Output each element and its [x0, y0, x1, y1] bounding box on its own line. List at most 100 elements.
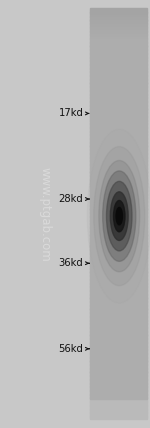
Text: 28kd: 28kd: [58, 194, 83, 204]
Bar: [90, 307, 147, 309]
Bar: [90, 138, 147, 140]
Bar: [90, 158, 147, 159]
Bar: [90, 363, 147, 365]
Bar: [90, 115, 147, 117]
Bar: [90, 105, 147, 107]
Bar: [90, 96, 147, 98]
Bar: [90, 267, 147, 269]
Bar: [90, 240, 147, 241]
Bar: [90, 18, 147, 20]
Bar: [90, 342, 147, 344]
Bar: [90, 163, 147, 165]
Bar: [90, 133, 147, 134]
Bar: [90, 175, 147, 177]
Bar: [90, 383, 147, 385]
Bar: [90, 390, 147, 392]
Bar: [90, 148, 147, 150]
Bar: [90, 385, 147, 386]
Bar: [90, 225, 147, 226]
Bar: [90, 286, 147, 288]
Bar: [90, 413, 147, 415]
Bar: [90, 60, 147, 62]
Bar: [90, 187, 147, 189]
Bar: [90, 140, 147, 141]
Bar: [90, 305, 147, 307]
Bar: [90, 418, 147, 419]
Bar: [90, 351, 147, 352]
Bar: [90, 232, 147, 233]
Bar: [90, 382, 147, 384]
Bar: [90, 268, 147, 270]
Bar: [90, 196, 147, 198]
Bar: [90, 226, 147, 228]
Bar: [90, 170, 147, 172]
Bar: [90, 57, 147, 59]
Text: 56kd: 56kd: [58, 344, 83, 354]
Bar: [90, 294, 147, 296]
Bar: [90, 372, 147, 374]
Bar: [90, 189, 147, 191]
Bar: [90, 249, 147, 251]
Bar: [90, 364, 147, 366]
Bar: [90, 367, 147, 369]
Bar: [90, 355, 147, 357]
Bar: [90, 330, 147, 332]
Bar: [90, 37, 147, 39]
Bar: [90, 70, 147, 71]
Bar: [90, 205, 147, 207]
Bar: [90, 72, 147, 74]
Bar: [90, 143, 147, 144]
Ellipse shape: [110, 192, 128, 241]
Bar: [90, 374, 147, 376]
Bar: [90, 380, 147, 383]
Bar: [90, 219, 147, 221]
Bar: [90, 90, 147, 92]
Bar: [90, 122, 147, 124]
Bar: [90, 274, 147, 276]
Bar: [90, 411, 147, 413]
Bar: [90, 227, 147, 229]
Bar: [90, 386, 147, 388]
Bar: [90, 322, 147, 324]
Bar: [90, 359, 147, 360]
Bar: [90, 81, 147, 83]
Bar: [90, 262, 147, 263]
Bar: [90, 30, 147, 32]
Bar: [90, 88, 147, 89]
Bar: [90, 104, 147, 106]
Bar: [90, 136, 147, 137]
Bar: [90, 337, 147, 339]
Bar: [90, 22, 147, 24]
Bar: [90, 209, 147, 211]
Bar: [90, 82, 147, 84]
Bar: [90, 309, 147, 311]
Bar: [90, 214, 147, 215]
Text: 36kd: 36kd: [58, 258, 83, 268]
Bar: [90, 186, 147, 188]
Bar: [90, 341, 147, 343]
Bar: [90, 68, 147, 70]
Bar: [90, 378, 147, 380]
Bar: [90, 211, 147, 213]
Text: www.ptgab.com: www.ptgab.com: [39, 166, 51, 262]
Bar: [90, 304, 147, 306]
Bar: [90, 54, 147, 55]
Bar: [90, 83, 147, 85]
Ellipse shape: [116, 208, 122, 225]
Bar: [90, 377, 147, 378]
Bar: [90, 396, 147, 398]
Bar: [90, 207, 147, 208]
Bar: [90, 301, 147, 303]
Bar: [90, 200, 147, 202]
Bar: [90, 362, 147, 363]
Bar: [90, 155, 147, 157]
Bar: [90, 14, 147, 15]
Bar: [90, 111, 147, 113]
Bar: [90, 47, 147, 48]
Bar: [90, 397, 147, 399]
Bar: [90, 271, 147, 273]
Bar: [90, 23, 147, 25]
Bar: [90, 168, 147, 170]
Bar: [90, 130, 147, 132]
Bar: [90, 416, 147, 418]
